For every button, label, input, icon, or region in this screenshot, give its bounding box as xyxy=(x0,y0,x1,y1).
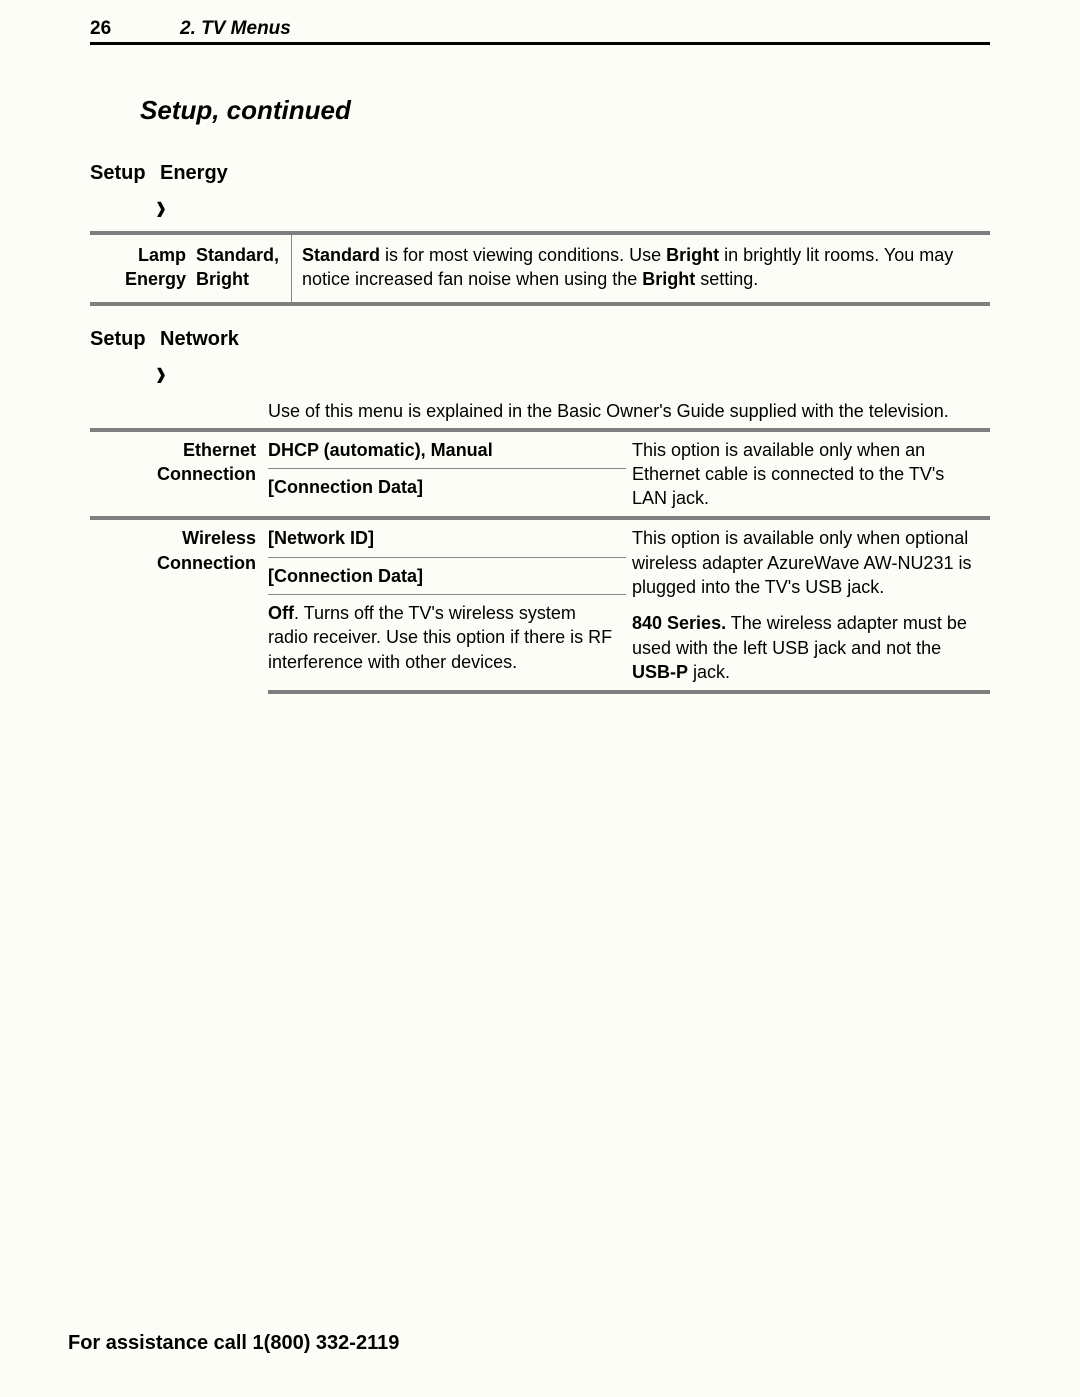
network-table: Ethernet Connection DHCP (automatic), Ma… xyxy=(90,432,990,695)
divider xyxy=(268,690,990,694)
wireless-label: Wireless Connection xyxy=(90,520,268,690)
energy-row-label: Lamp Energy xyxy=(90,235,196,302)
ethernet-opt-dhcp: DHCP (automatic), Manual xyxy=(268,432,626,468)
wireless-options: [Network ID] [Connection Data] Off. Turn… xyxy=(268,520,626,690)
chapter-title: 2. TV Menus xyxy=(180,18,291,40)
energy-row-lamp: Lamp Energy Standard, Bright Standard is… xyxy=(90,235,990,306)
crumb-setup: Setup xyxy=(90,162,160,185)
footer-assistance: For assistance call 1(800) 332-2119 xyxy=(68,1332,399,1355)
chevron-right-icon: › xyxy=(156,189,166,228)
ethernet-opt-conn-data: [Connection Data] xyxy=(268,469,626,505)
wireless-opt-off: Off. Turns off the TV's wireless system … xyxy=(268,595,626,680)
wireless-notes: This option is available only when optio… xyxy=(626,520,990,690)
wireless-opt-conn-data: [Connection Data] xyxy=(268,558,626,594)
crumb-energy: Energy xyxy=(160,162,228,185)
energy-table: Lamp Energy Standard, Bright Standard is… xyxy=(90,235,990,306)
network-intro: Use of this menu is explained in the Bas… xyxy=(268,397,990,428)
energy-row-desc: Standard is for most viewing conditions.… xyxy=(292,235,990,302)
breadcrumb-energy: Setup Energy xyxy=(90,162,990,185)
manual-page: 26 2. TV Menus Setup, continued Setup En… xyxy=(0,0,1080,1397)
ethernet-label: Ethernet Connection xyxy=(90,432,268,517)
chevron-row: › xyxy=(90,359,990,389)
page-header: 26 2. TV Menus xyxy=(90,18,990,45)
chevron-row: › xyxy=(90,193,990,223)
crumb-setup: Setup xyxy=(90,328,160,351)
wireless-opt-network-id: [Network ID] xyxy=(268,520,626,556)
energy-section: Setup Energy › Lamp Energy Standard, Bri… xyxy=(90,162,990,306)
section-title: Setup, continued xyxy=(140,95,990,126)
energy-row-options: Standard, Bright xyxy=(196,235,292,302)
ethernet-options: DHCP (automatic), Manual [Connection Dat… xyxy=(268,432,626,517)
wireless-note-2: 840 Series. The wireless adapter must be… xyxy=(632,605,990,690)
wireless-note-1: This option is available only when optio… xyxy=(632,520,990,605)
breadcrumb-network: Setup Network xyxy=(90,328,990,351)
chevron-right-icon: › xyxy=(156,354,166,393)
network-section: Setup Network › Use of this menu is expl… xyxy=(90,328,990,695)
ethernet-note: This option is available only when an Et… xyxy=(626,432,990,517)
crumb-network: Network xyxy=(160,328,239,351)
page-number: 26 xyxy=(90,18,180,40)
